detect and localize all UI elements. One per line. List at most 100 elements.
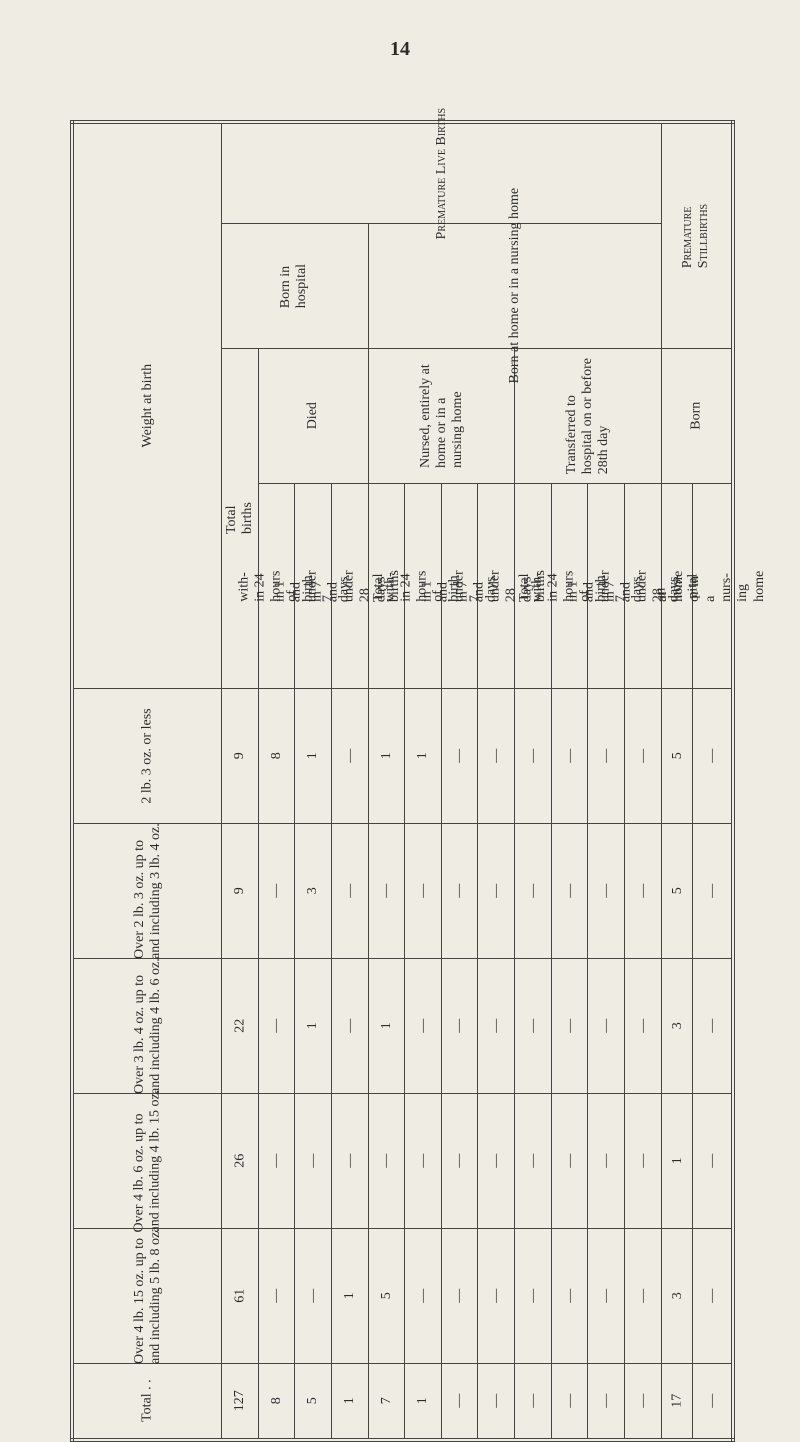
cell: — [405, 1229, 441, 1364]
table-row: 2 lb. 3 oz. or less 9 8 1 — 1 1 — — — — … [72, 689, 733, 824]
cell: — [441, 689, 478, 824]
cell: — [693, 1364, 733, 1441]
cell: — [478, 1229, 515, 1364]
born-in-hospital-label: Born in hospital [279, 264, 311, 308]
weight-at-birth-label: Weight at birth [140, 364, 155, 448]
cell: 1 [368, 959, 405, 1094]
cell: — [693, 1094, 733, 1229]
psb-label: Premature Stillbirths [680, 204, 712, 268]
cell: — [331, 824, 368, 959]
cell: — [588, 689, 625, 824]
cell: 8 [258, 1364, 294, 1441]
cell: — [441, 1094, 478, 1229]
cell: 3 [662, 959, 693, 1094]
cell: — [405, 959, 441, 1094]
cell: — [258, 959, 294, 1094]
cell: — [588, 1094, 625, 1229]
page: 14 Weight at birth Premature Live Births… [0, 0, 800, 1325]
born-header: Born [662, 349, 733, 484]
cell: — [693, 1229, 733, 1364]
cell: 3 [662, 1229, 693, 1364]
cell: — [405, 824, 441, 959]
table-row: Over 2 lb. 3 oz. up to and including 3 l… [72, 824, 733, 959]
cell: 22 [221, 959, 258, 1094]
nursed-entirely-header: Nursed, entirely at home or in a nursing… [368, 349, 515, 484]
cell: 26 [221, 1094, 258, 1229]
cell: — [515, 689, 552, 824]
psb-header: Premature Stillbirths [662, 122, 733, 349]
cell: — [441, 1364, 478, 1441]
cell: — [693, 824, 733, 959]
cell: 5 [368, 1229, 405, 1364]
cell: — [331, 1094, 368, 1229]
cell: 9 [221, 689, 258, 824]
table-row: Over 3 lb. 4 oz. up to and including 4 l… [72, 959, 733, 1094]
cell: — [441, 1229, 478, 1364]
cell: 127 [221, 1364, 258, 1441]
table-row-total: Total . . 127 8 5 1 7 1 — — — — — — 17 — [72, 1364, 733, 1441]
cell: — [258, 824, 294, 959]
cell: — [515, 824, 552, 959]
cell: — [625, 959, 662, 1094]
cell: — [478, 1094, 515, 1229]
h-in7under28-2: in 7 and under 28 days [478, 484, 515, 689]
cell: 61 [221, 1229, 258, 1364]
cell: — [294, 1229, 331, 1364]
cell: — [588, 959, 625, 1094]
cell: — [368, 824, 405, 959]
row-label: Over 3 lb. 4 oz. up to and including 4 l… [72, 959, 221, 1094]
row-label: Total . . [72, 1364, 221, 1441]
weight-at-birth-header: Weight at birth [72, 122, 221, 689]
cell: 3 [294, 824, 331, 959]
row-label: Over 2 lb. 3 oz. up to and including 3 l… [72, 824, 221, 959]
cell: — [258, 1094, 294, 1229]
born-at-home-header: Born at home or in a nursing home [368, 224, 662, 349]
cell: 7 [368, 1364, 405, 1441]
h-died-1: Died [258, 349, 368, 484]
cell: — [625, 1094, 662, 1229]
cell: 1 [294, 689, 331, 824]
cell: 5 [662, 689, 693, 824]
cell: — [478, 1364, 515, 1441]
cell: 8 [258, 689, 294, 824]
born-in-hospital-header: Born in hospital [221, 224, 368, 349]
cell: — [552, 824, 588, 959]
cell: 1 [331, 1229, 368, 1364]
cell: — [515, 1229, 552, 1364]
cell: — [258, 1229, 294, 1364]
row-label: 2 lb. 3 oz. or less [72, 689, 221, 824]
cell: — [441, 959, 478, 1094]
row-label: Over 4 lb. 15 oz. up to and including 5 … [72, 1229, 221, 1364]
cell: 1 [368, 689, 405, 824]
cell: — [441, 824, 478, 959]
cell: — [693, 689, 733, 824]
cell: — [405, 1094, 441, 1229]
cell: — [478, 959, 515, 1094]
born-at-home-label: Born at home or in a nursing home [507, 188, 522, 384]
cell: — [588, 1364, 625, 1441]
cell: 5 [294, 1364, 331, 1441]
cell: — [552, 1229, 588, 1364]
cell: 1 [331, 1364, 368, 1441]
header-row-1: Weight at birth Premature Live Births Pr… [72, 122, 733, 224]
h-in7under28-1: in 7 and under 28 days [331, 484, 368, 689]
h-at-home-or-nursing: at home or in a nurs- ing home [693, 484, 733, 689]
cell: 1 [405, 1364, 441, 1441]
cell: — [625, 824, 662, 959]
cell: — [625, 1229, 662, 1364]
cell: — [693, 959, 733, 1094]
cell: — [478, 824, 515, 959]
cell: 5 [662, 824, 693, 959]
cell: — [478, 689, 515, 824]
cell: 1 [662, 1094, 693, 1229]
row-label: Over 4 lb. 6 oz. up to and including 4 l… [72, 1094, 221, 1229]
cell: — [331, 689, 368, 824]
cell: — [552, 959, 588, 1094]
table-row: Over 4 lb. 15 oz. up to and including 5 … [72, 1229, 733, 1364]
plb-header: Premature Live Births [221, 122, 661, 224]
cell: — [588, 1229, 625, 1364]
cell: 1 [294, 959, 331, 1094]
cell: 1 [405, 689, 441, 824]
cell: — [515, 1364, 552, 1441]
cell: — [625, 689, 662, 824]
